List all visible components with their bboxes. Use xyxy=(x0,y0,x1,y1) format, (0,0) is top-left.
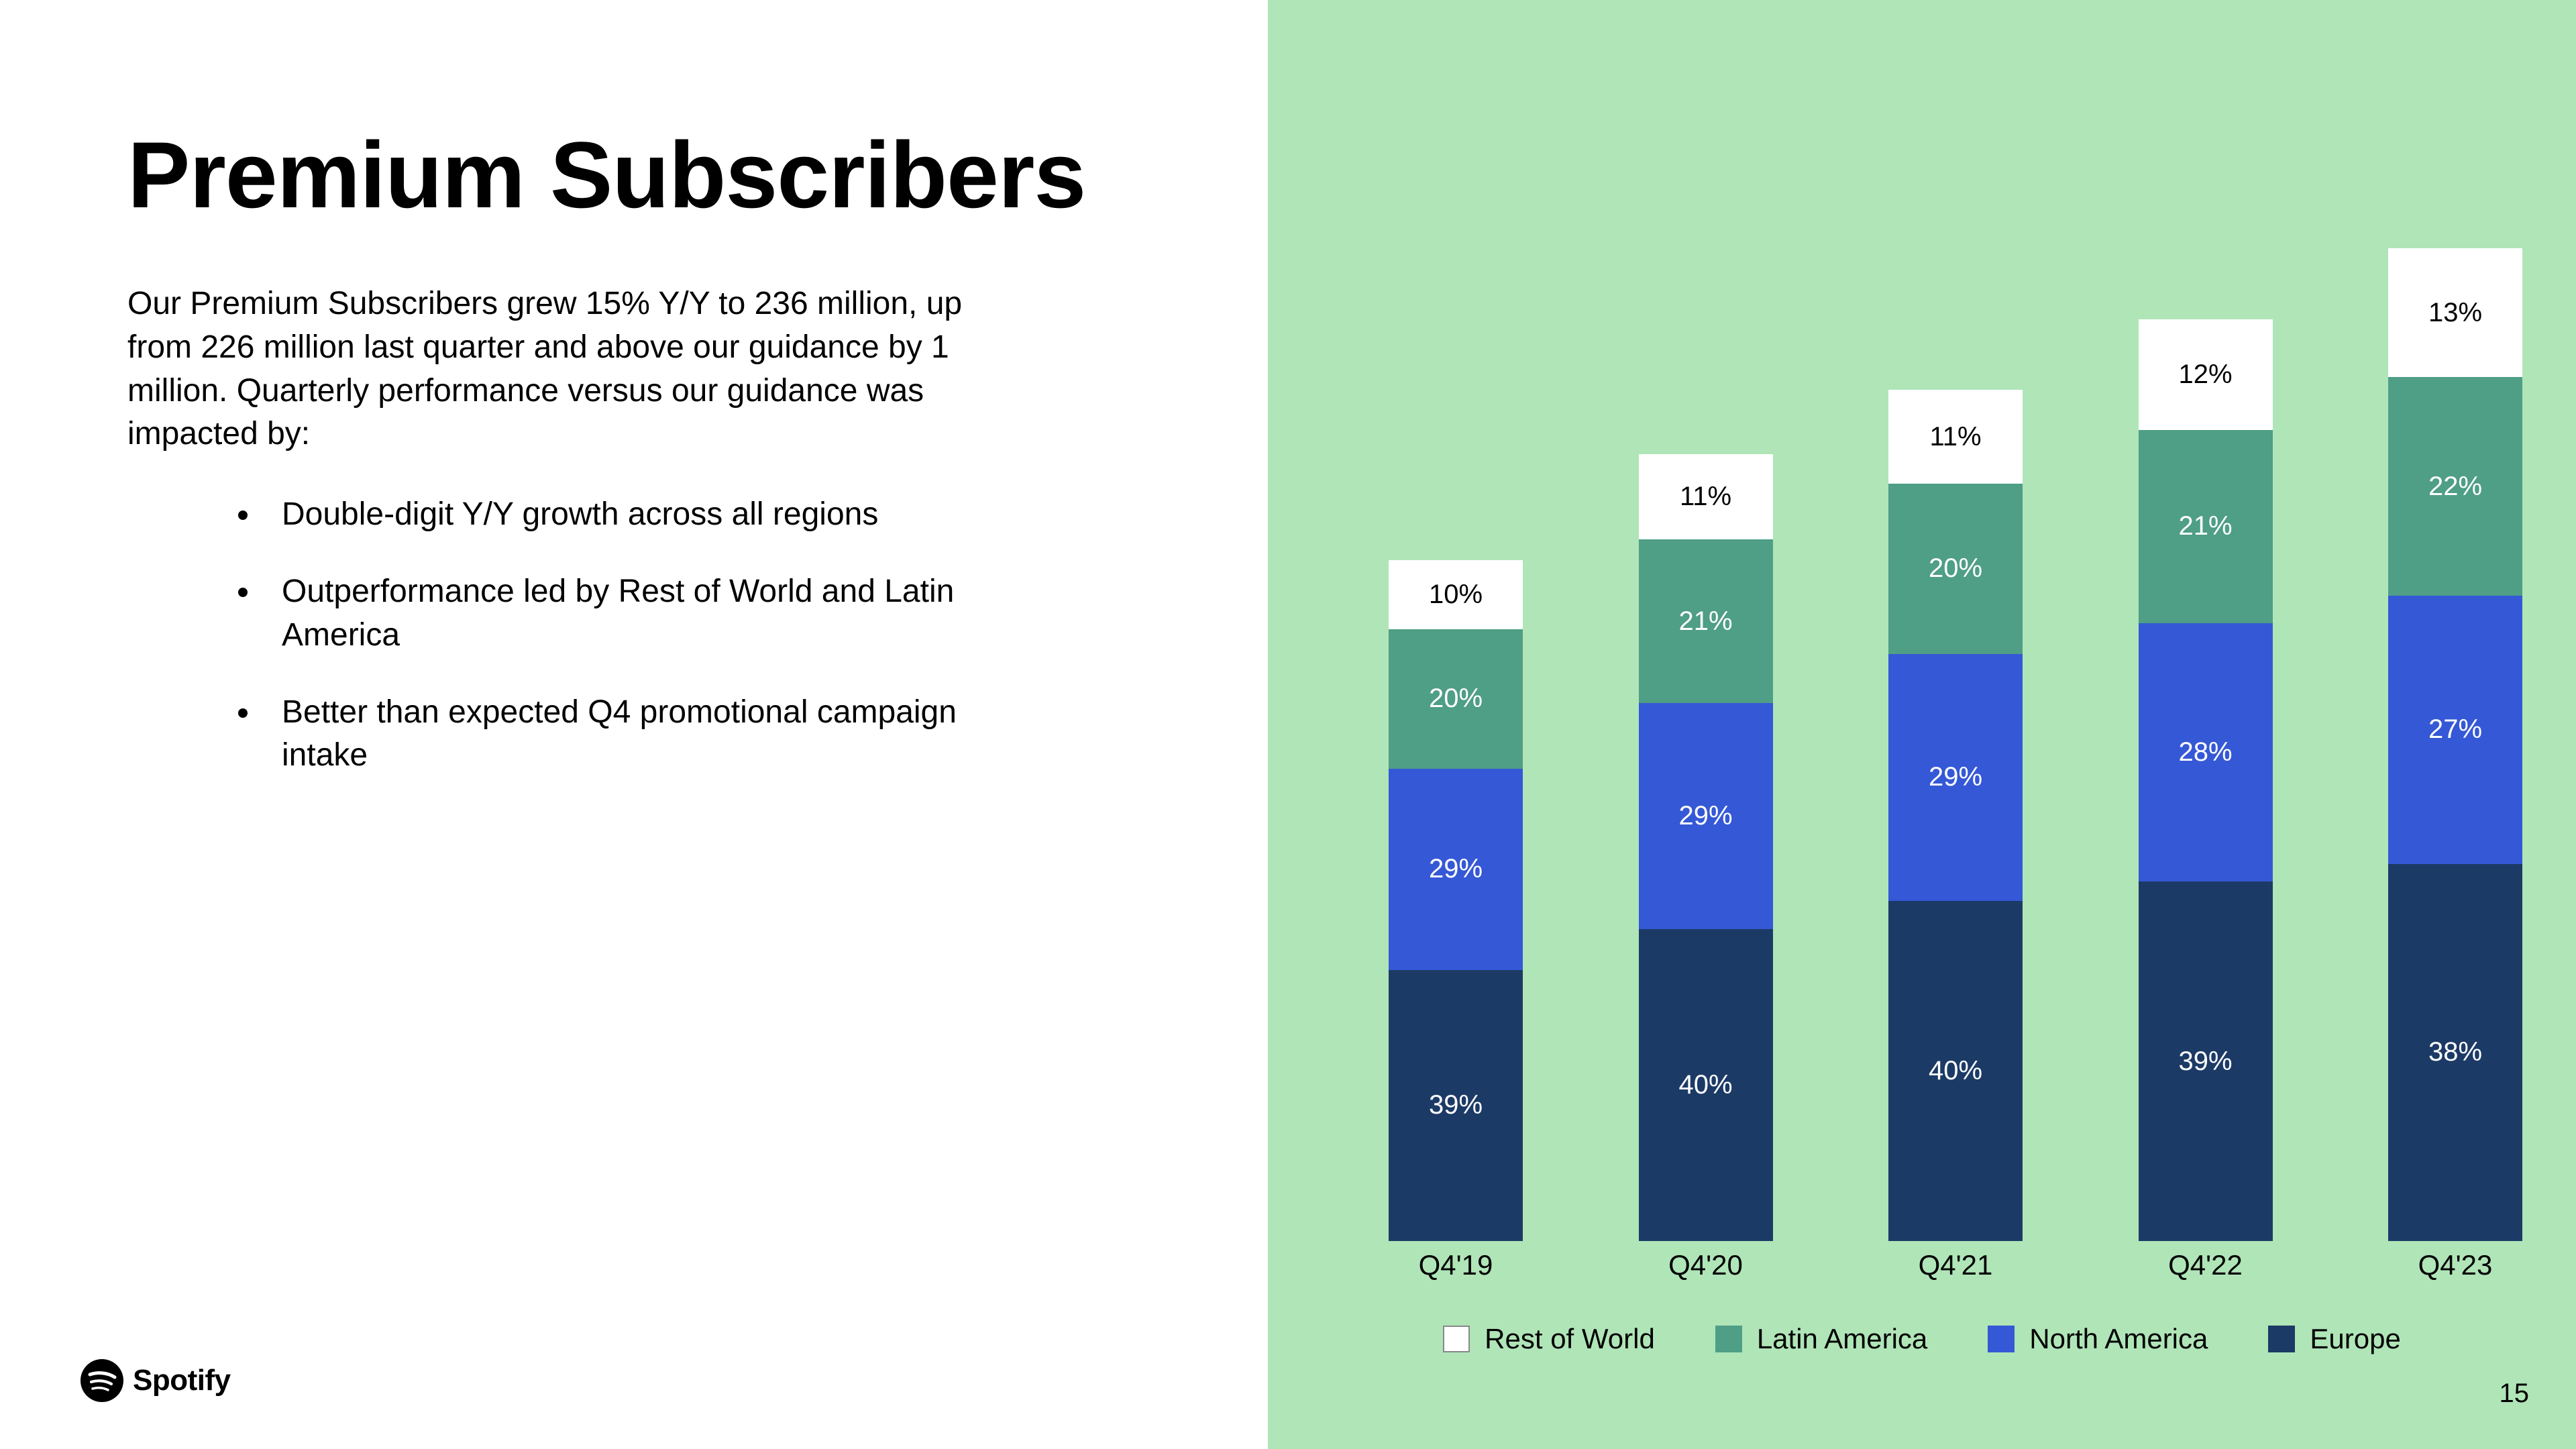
bar-segment-rest-of-world: 11% xyxy=(1888,390,2023,484)
stacked-bar: 40%29%21%11% xyxy=(1639,454,1773,1241)
bar-segment-north-america: 29% xyxy=(1639,703,1773,929)
legend-label: Latin America xyxy=(1757,1323,1927,1355)
x-axis-label: Q4'23 xyxy=(2388,1249,2522,1281)
legend-label: Rest of World xyxy=(1485,1323,1655,1355)
bar-segment-north-america: 27% xyxy=(2388,596,2522,864)
bullet-item: Double-digit Y/Y growth across all regio… xyxy=(262,493,966,537)
bar-segment-europe: 40% xyxy=(1639,929,1773,1241)
bar-segment-north-america: 29% xyxy=(1888,654,2023,901)
bar-segment-europe: 39% xyxy=(1389,970,1523,1241)
chart-area: 39%29%20%10%40%29%21%11%40%29%20%11%39%2… xyxy=(1389,67,2522,1241)
page-number: 15 xyxy=(2500,1379,2530,1409)
x-axis-labels: Q4'19 Q4'20 Q4'21 Q4'22 Q4'23 xyxy=(1389,1249,2522,1281)
x-axis-label: Q4'21 xyxy=(1888,1249,2023,1281)
bar-column: 39%29%20%10% xyxy=(1389,546,1523,1241)
bar-segment-europe: 39% xyxy=(2139,881,2273,1241)
bar-segment-latin-america: 20% xyxy=(1389,629,1523,768)
bar-segment-rest-of-world: 11% xyxy=(1639,454,1773,540)
left-pane: Premium Subscribers Our Premium Subscrib… xyxy=(0,0,1268,1449)
right-pane: 39%29%20%10%40%29%21%11%40%29%20%11%39%2… xyxy=(1268,0,2576,1449)
bar-segment-europe: 40% xyxy=(1888,901,2023,1241)
bullet-item: Better than expected Q4 promotional camp… xyxy=(262,691,966,778)
bullet-item: Outperformance led by Rest of World and … xyxy=(262,570,966,657)
stacked-bar: 39%29%20%10% xyxy=(1389,546,1523,1241)
chart-panel: 39%29%20%10%40%29%21%11%40%29%20%11%39%2… xyxy=(1268,0,2576,1449)
spotify-icon xyxy=(80,1359,123,1402)
x-axis-label: Q4'19 xyxy=(1389,1249,1523,1281)
bar-segment-north-america: 29% xyxy=(1389,769,1523,970)
legend-label: Europe xyxy=(2310,1323,2400,1355)
slide-title: Premium Subscribers xyxy=(127,121,1187,229)
stacked-bar: 38%27%22%13% xyxy=(2388,248,2522,1241)
spotify-logo-text: Spotify xyxy=(133,1364,231,1397)
bar-segment-europe: 38% xyxy=(2388,864,2522,1241)
bar-column: 40%29%20%11% xyxy=(1888,390,2023,1241)
bar-segment-rest-of-world: 10% xyxy=(1389,560,1523,630)
x-axis-label: Q4'20 xyxy=(1639,1249,1773,1281)
bar-column: 38%27%22%13% xyxy=(2388,248,2522,1241)
spotify-logo: Spotify xyxy=(80,1359,231,1402)
chart-legend: Rest of World Latin America North America E… xyxy=(1268,1323,2576,1355)
bar-column: 40%29%21%11% xyxy=(1639,454,1773,1241)
legend-item: Latin America xyxy=(1715,1323,1927,1355)
bar-segment-north-america: 28% xyxy=(2139,623,2273,881)
legend-item: North America xyxy=(1988,1323,2208,1355)
slide: Premium Subscribers Our Premium Subscrib… xyxy=(0,0,2576,1449)
x-axis-label: Q4'22 xyxy=(2139,1249,2273,1281)
legend-swatch xyxy=(1443,1326,1470,1352)
body-paragraph: Our Premium Subscribers grew 15% Y/Y to … xyxy=(127,282,1000,456)
legend-swatch xyxy=(2268,1326,2295,1352)
stacked-bar: 40%29%20%11% xyxy=(1888,390,2023,1241)
bar-segment-latin-america: 22% xyxy=(2388,377,2522,596)
legend-label: North America xyxy=(2029,1323,2208,1355)
stacked-bar: 39%28%21%12% xyxy=(2139,319,2273,1241)
bar-segment-latin-america: 21% xyxy=(2139,430,2273,624)
bullet-list: Double-digit Y/Y growth across all regio… xyxy=(127,493,1187,777)
bar-segment-rest-of-world: 13% xyxy=(2388,248,2522,377)
legend-item: Rest of World xyxy=(1443,1323,1655,1355)
bar-segment-rest-of-world: 12% xyxy=(2139,319,2273,430)
bar-segment-latin-america: 20% xyxy=(1888,484,2023,654)
legend-swatch xyxy=(1715,1326,1742,1352)
bar-column: 39%28%21%12% xyxy=(2139,319,2273,1241)
bar-segment-latin-america: 21% xyxy=(1639,539,1773,703)
legend-swatch xyxy=(1988,1326,2015,1352)
legend-item: Europe xyxy=(2268,1323,2400,1355)
